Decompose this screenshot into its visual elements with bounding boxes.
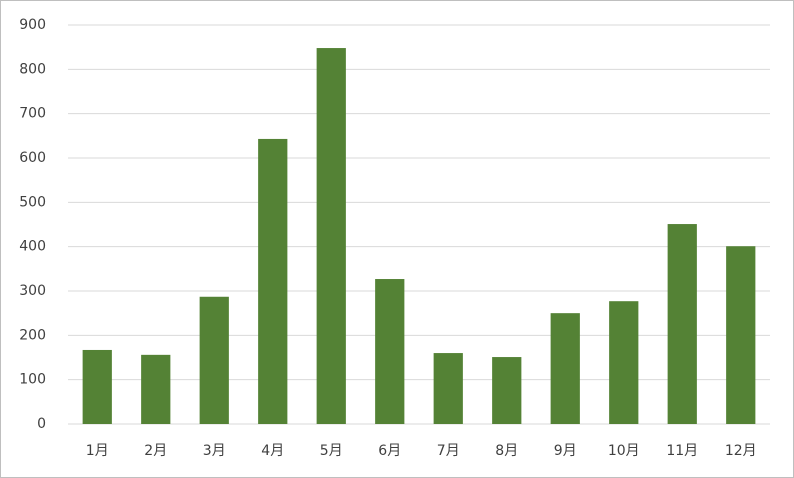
bar [433, 353, 463, 424]
y-tick-label: 0 [37, 416, 46, 432]
bar [375, 279, 405, 424]
y-tick-label: 900 [19, 17, 46, 33]
bar [550, 313, 580, 424]
bar [199, 296, 229, 424]
x-tick-label: 4月 [261, 443, 284, 459]
x-tick-label: 3月 [203, 443, 226, 459]
y-tick-label: 200 [19, 327, 46, 343]
y-tick-label: 500 [19, 194, 46, 210]
bar [141, 354, 171, 424]
y-tick-label: 600 [19, 150, 46, 166]
x-tick-label: 10月 [608, 443, 640, 459]
bar [492, 357, 522, 424]
bar [316, 48, 346, 424]
x-tick-label: 12月 [725, 443, 757, 459]
x-tick-label: 7月 [437, 443, 460, 459]
x-tick-label: 8月 [495, 443, 518, 459]
bar [726, 246, 756, 424]
bar [82, 349, 112, 424]
bar [258, 138, 288, 425]
x-tick-label: 6月 [378, 443, 401, 459]
y-tick-label: 800 [19, 61, 46, 77]
x-tick-label: 9月 [554, 443, 577, 459]
x-tick-label: 2月 [144, 443, 167, 459]
y-tick-label: 100 [19, 372, 46, 388]
x-tick-label: 5月 [320, 443, 343, 459]
x-tick-label: 1月 [86, 443, 109, 459]
bar [667, 224, 697, 424]
y-tick-label: 400 [19, 239, 46, 255]
bar [609, 301, 639, 424]
y-tick-label: 300 [19, 283, 46, 299]
y-tick-label: 700 [19, 106, 46, 122]
x-tick-label: 11月 [666, 443, 698, 459]
